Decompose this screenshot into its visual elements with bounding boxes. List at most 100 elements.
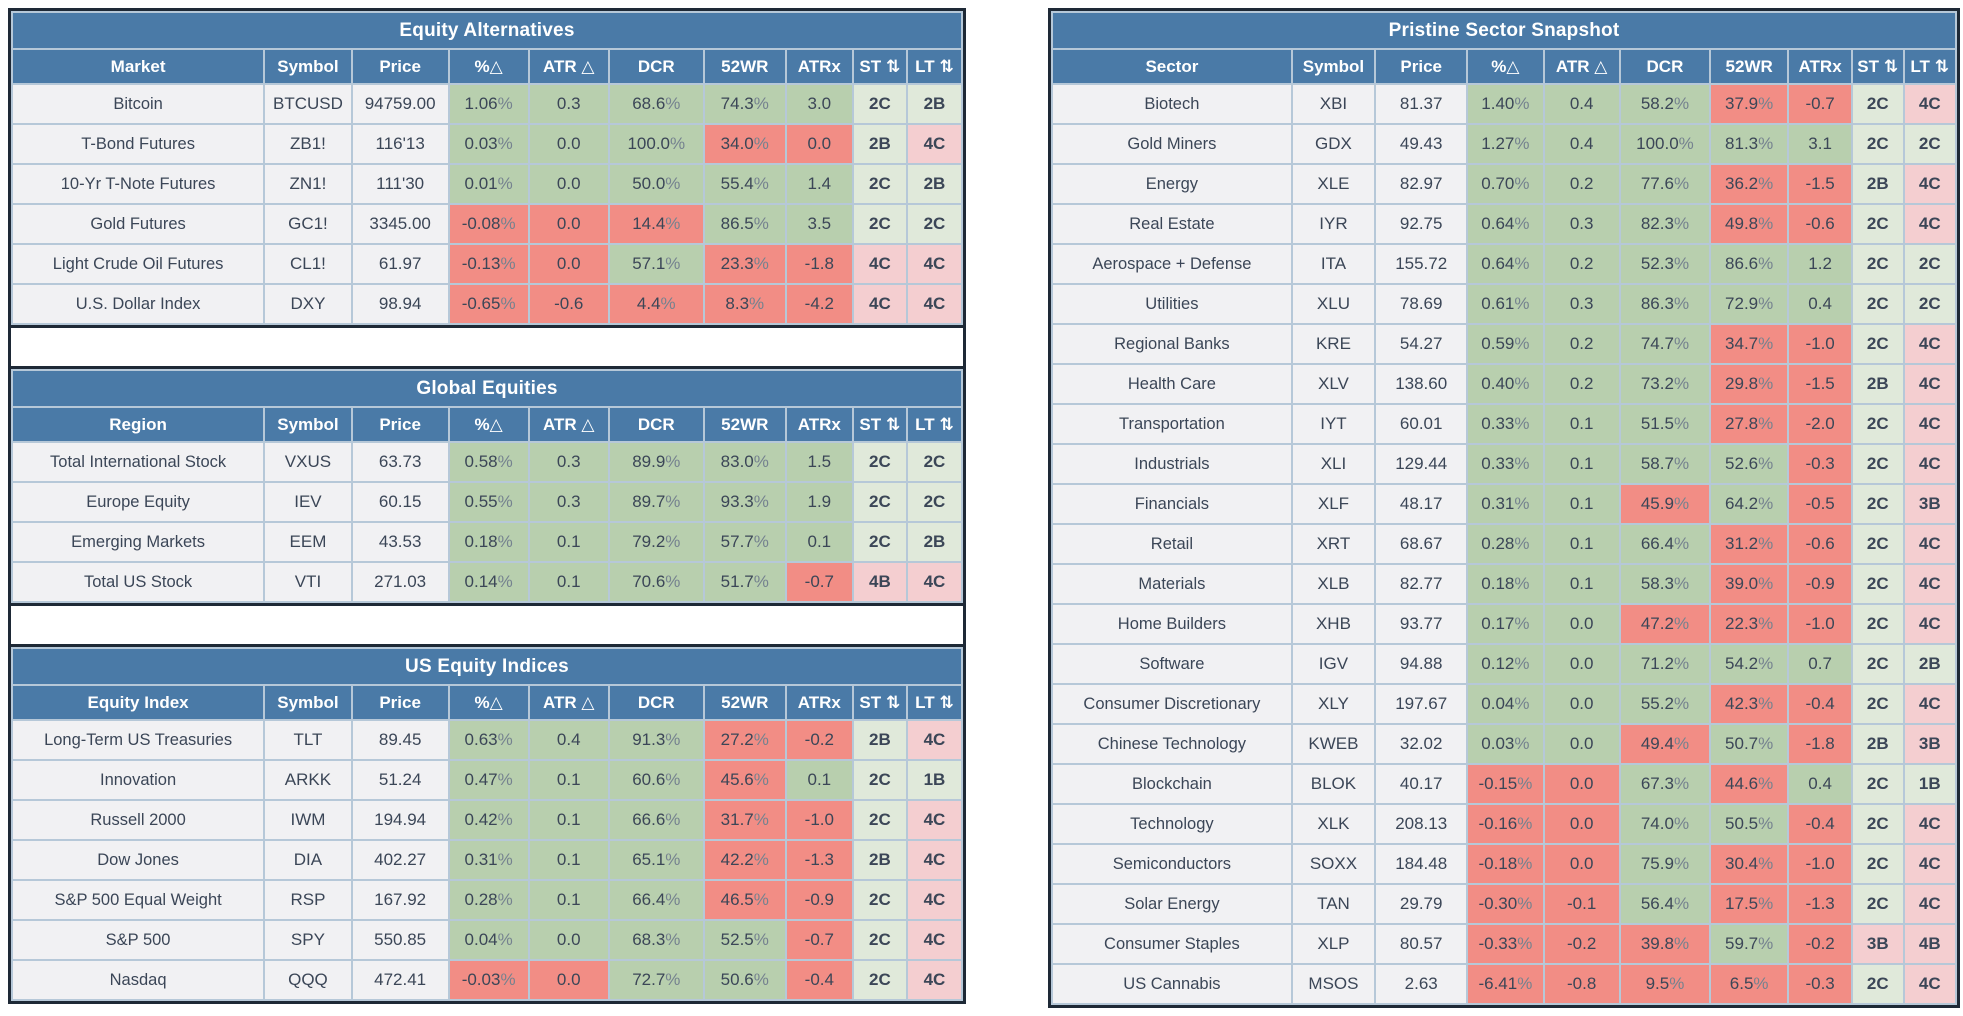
- percent-sign: %: [497, 452, 513, 471]
- cell-st-rating: 2C: [853, 483, 906, 521]
- percent-sign: %: [1673, 294, 1690, 313]
- table-row: Materials XLB 82.77 0.18% 0.1 58.3% 39.0% -0.9 2…: [1053, 565, 1955, 603]
- table-row: Bitcoin BTCUSD 94759.00 1.06% 0.3 68.6% 74.3% 3…: [13, 85, 961, 123]
- percent-sign: %: [1758, 134, 1774, 153]
- cell-price: 81.37: [1376, 85, 1467, 123]
- percent-sign: %: [1758, 534, 1774, 553]
- cell-st-rating: 2B: [853, 125, 906, 163]
- column-header-lt[interactable]: LT ⇅: [907, 686, 961, 719]
- table-row: Dow Jones DIA 402.27 0.31% 0.1 65.1% 42.2% -1.3…: [13, 841, 961, 879]
- cell-dcr: 74.0%: [1620, 805, 1710, 843]
- cell-atrx: 0.1: [786, 761, 852, 799]
- cell-atrx: -0.6: [1789, 525, 1852, 563]
- percent-sign: %: [1758, 694, 1774, 713]
- column-header-atr-change: ATR △: [1544, 50, 1619, 83]
- cell-dcr: 47.2%: [1620, 605, 1710, 643]
- cell-lt-rating: 2C: [1904, 125, 1955, 163]
- cell-st-rating: 2B: [1853, 725, 1903, 763]
- percent-sign: %: [1514, 374, 1530, 393]
- cell-st-rating: 2B: [853, 721, 906, 759]
- cell-price: 63.73: [352, 443, 448, 481]
- percent-sign: %: [753, 492, 769, 511]
- cell-52wr: 8.3%: [704, 285, 785, 323]
- cell-symbol: VXUS: [265, 443, 351, 481]
- column-header-region: Region: [13, 408, 264, 441]
- percent-sign: %: [1673, 814, 1690, 833]
- percent-sign: %: [1758, 934, 1774, 953]
- cell-pct-change: 0.14%: [449, 563, 528, 601]
- percent-sign: %: [753, 730, 769, 749]
- column-header-lt[interactable]: LT ⇅: [1904, 50, 1955, 83]
- sort-arrows-icon: ⇅: [939, 56, 954, 77]
- cell-price: 155.72: [1376, 245, 1467, 283]
- percent-sign: %: [500, 970, 516, 989]
- cell-atr-change: 0.2: [1544, 245, 1619, 283]
- cell-pct-change: 1.40%: [1468, 85, 1543, 123]
- cell-atr-change: 0.3: [529, 483, 608, 521]
- percent-sign: %: [753, 810, 769, 829]
- cell-52wr: 54.2%: [1711, 645, 1788, 683]
- cell-lt-rating: 4C: [907, 961, 961, 999]
- table-row: Consumer Discretionary XLY 197.67 0.04% 0.0 5…: [1053, 685, 1955, 723]
- cell-st-rating: 2C: [1853, 845, 1903, 883]
- cell-lt-rating: 4C: [907, 285, 961, 323]
- cell-52wr: 57.7%: [704, 523, 785, 561]
- cell-name: Real Estate: [1053, 205, 1291, 243]
- column-header-st[interactable]: ST ⇅: [853, 408, 906, 441]
- cell-st-rating: 2C: [853, 443, 906, 481]
- cell-pct-change: -0.30%: [1468, 885, 1543, 923]
- cell-dcr: 66.4%: [609, 881, 703, 919]
- cell-price: 89.45: [352, 721, 448, 759]
- cell-atr-change: 0.2: [1544, 365, 1619, 403]
- column-header-st[interactable]: ST ⇅: [853, 50, 906, 83]
- percent-sign: %: [1673, 854, 1690, 873]
- cell-atrx: 1.4: [786, 165, 852, 203]
- cell-symbol: DIA: [265, 841, 351, 879]
- cell-atr-change: 0.3: [529, 443, 608, 481]
- percent-sign: %: [753, 452, 769, 471]
- column-header-lt[interactable]: LT ⇅: [907, 408, 961, 441]
- cell-lt-rating: 4C: [907, 921, 961, 959]
- cell-52wr: 17.5%: [1711, 885, 1788, 923]
- percent-sign: %: [1758, 214, 1774, 233]
- column-header-st[interactable]: ST ⇅: [1853, 50, 1903, 83]
- cell-dcr: 72.7%: [609, 961, 703, 999]
- cell-atr-change: 0.0: [1544, 765, 1619, 803]
- cell-lt-rating: 4C: [1904, 565, 1955, 603]
- cell-dcr: 70.6%: [609, 563, 703, 601]
- cell-st-rating: 2C: [1853, 885, 1903, 923]
- cell-symbol: ITA: [1292, 245, 1375, 283]
- cell-lt-rating: 4C: [1904, 885, 1955, 923]
- cell-name: Materials: [1053, 565, 1291, 603]
- table-row: US Cannabis MSOS 2.63 -6.41% -0.8 9.5% 6.5% -0.…: [1053, 965, 1955, 1003]
- cell-st-rating: 2C: [1853, 685, 1903, 723]
- cell-atr-change: 0.1: [1544, 405, 1619, 443]
- cell-atr-change: 0.0: [529, 245, 608, 283]
- cell-pct-change: 0.03%: [1468, 725, 1543, 763]
- percent-sign: %: [497, 850, 513, 869]
- sort-arrows-icon: ⇅: [886, 56, 901, 77]
- percent-sign: %: [1673, 734, 1690, 753]
- cell-price: 402.27: [352, 841, 448, 879]
- cell-52wr: 44.6%: [1711, 765, 1788, 803]
- percent-sign: %: [1758, 294, 1774, 313]
- cell-pct-change: -0.03%: [449, 961, 528, 999]
- cell-symbol: TLT: [265, 721, 351, 759]
- percent-sign: %: [1514, 534, 1530, 553]
- cell-pct-change: 0.64%: [1468, 245, 1543, 283]
- column-header-market: Market: [13, 50, 264, 83]
- cell-pct-change: 0.58%: [449, 443, 528, 481]
- table-row: Chinese Technology KWEB 32.02 0.03% 0.0 49.4%…: [1053, 725, 1955, 763]
- table-row: Real Estate IYR 92.75 0.64% 0.3 82.3% 49.8% -0.…: [1053, 205, 1955, 243]
- cell-52wr: 39.0%: [1711, 565, 1788, 603]
- cell-52wr: 46.5%: [704, 881, 785, 919]
- cell-atrx: -1.8: [786, 245, 852, 283]
- column-header-st[interactable]: ST ⇅: [853, 686, 906, 719]
- cell-symbol: XHB: [1292, 605, 1375, 643]
- cell-price: 94759.00: [352, 85, 448, 123]
- cell-lt-rating: 2C: [907, 483, 961, 521]
- column-header-lt[interactable]: LT ⇅: [907, 50, 961, 83]
- cell-price: 129.44: [1376, 445, 1467, 483]
- cell-dcr: 50.0%: [609, 165, 703, 203]
- cell-dcr: 100.0%: [609, 125, 703, 163]
